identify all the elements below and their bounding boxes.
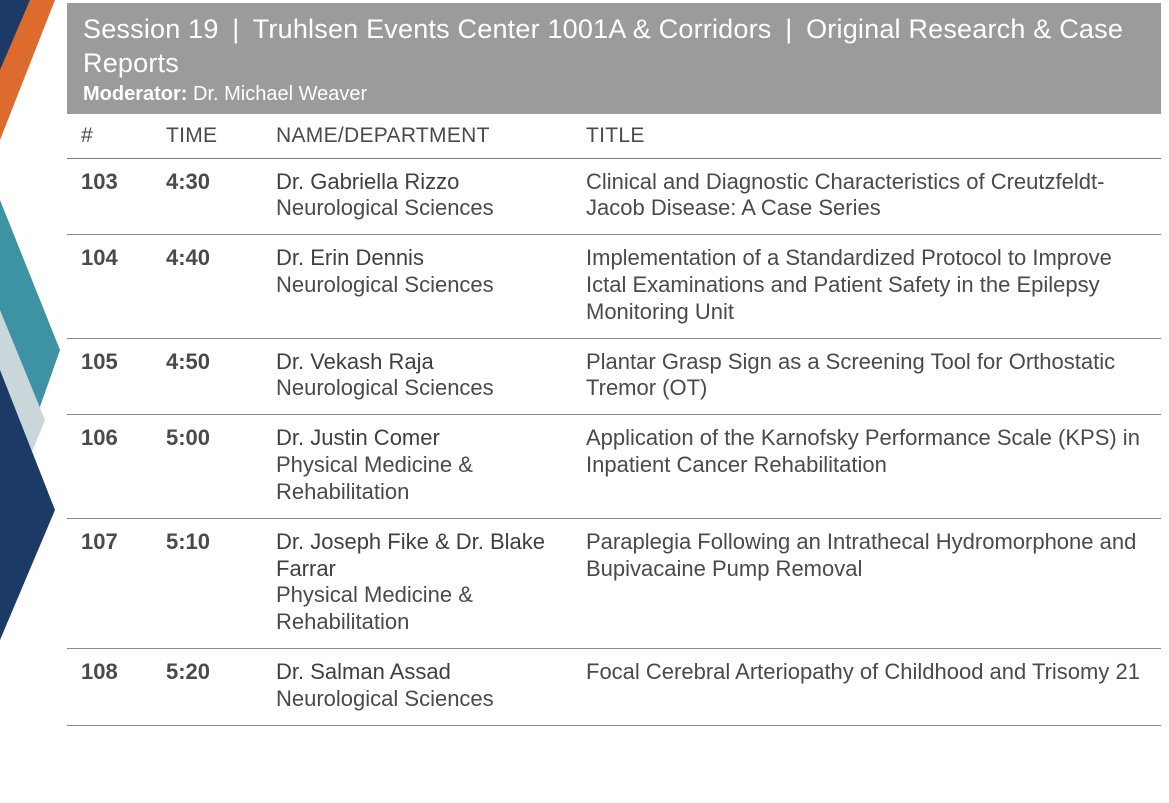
- session-location: Truhlsen Events Center 1001A & Corridors: [253, 14, 772, 44]
- moderator-label: Moderator:: [83, 83, 187, 105]
- row-name-dept: Dr. Joseph Fike & Dr. Blake FarrarPhysic…: [262, 518, 572, 648]
- row-title: Application of the Karnofsky Performance…: [572, 415, 1161, 518]
- row-number: 103: [67, 158, 152, 235]
- presenter-name: Dr. Justin Comer: [276, 425, 562, 452]
- row-name-dept: Dr. Erin DennisNeurological Sciences: [262, 235, 572, 338]
- presenter-department: Neurological Sciences: [276, 195, 562, 222]
- row-name-dept: Dr. Vekash RajaNeurological Sciences: [262, 338, 572, 415]
- session-header: Session 19 | Truhlsen Events Center 1001…: [67, 3, 1161, 114]
- row-name-dept: Dr. Justin ComerPhysical Medicine & Reha…: [262, 415, 572, 518]
- presenter-name: Dr. Vekash Raja: [276, 349, 562, 376]
- presenter-name: Dr. Salman Assad: [276, 659, 562, 686]
- row-time: 5:00: [152, 415, 262, 518]
- row-time: 5:20: [152, 649, 262, 726]
- table-row: 1034:30Dr. Gabriella RizzoNeurological S…: [67, 158, 1161, 235]
- row-title: Plantar Grasp Sign as a Screening Tool f…: [572, 338, 1161, 415]
- moderator-name: Dr. Michael Weaver: [193, 83, 367, 105]
- presenter-department: Neurological Sciences: [276, 686, 562, 713]
- presenter-department: Neurological Sciences: [276, 272, 562, 299]
- presenter-name: Dr. Joseph Fike & Dr. Blake Farrar: [276, 529, 562, 583]
- row-title: Clinical and Diagnostic Characteristics …: [572, 158, 1161, 235]
- row-title: Focal Cerebral Arteriopathy of Childhood…: [572, 649, 1161, 726]
- session-title-line: Session 19 | Truhlsen Events Center 1001…: [83, 13, 1145, 81]
- col-header-time: TIME: [152, 114, 262, 159]
- presenter-department: Physical Medicine & Rehabilitation: [276, 452, 562, 506]
- session-label: Session 19: [83, 14, 219, 44]
- table-row: 1075:10Dr. Joseph Fike & Dr. Blake Farra…: [67, 518, 1161, 648]
- presenter-name: Dr. Erin Dennis: [276, 245, 562, 272]
- session-moderator: Moderator: Dr. Michael Weaver: [83, 83, 1145, 106]
- row-number: 105: [67, 338, 152, 415]
- row-number: 104: [67, 235, 152, 338]
- col-header-num: #: [67, 114, 152, 159]
- row-title: Implementation of a Standardized Protoco…: [572, 235, 1161, 338]
- col-header-name: NAME/DEPARTMENT: [262, 114, 572, 159]
- col-header-title: TITLE: [572, 114, 1161, 159]
- page-corner-decoration: [0, 0, 60, 803]
- row-title: Paraplegia Following an Intrathecal Hydr…: [572, 518, 1161, 648]
- row-time: 4:40: [152, 235, 262, 338]
- row-time: 4:50: [152, 338, 262, 415]
- table-row: 1065:00Dr. Justin ComerPhysical Medicine…: [67, 415, 1161, 518]
- presenter-department: Neurological Sciences: [276, 375, 562, 402]
- separator: |: [226, 14, 245, 44]
- table-row: 1044:40Dr. Erin DennisNeurological Scien…: [67, 235, 1161, 338]
- row-number: 106: [67, 415, 152, 518]
- presenter-name: Dr. Gabriella Rizzo: [276, 169, 562, 196]
- row-name-dept: Dr. Gabriella RizzoNeurological Sciences: [262, 158, 572, 235]
- row-time: 4:30: [152, 158, 262, 235]
- table-header-row: # TIME NAME/DEPARTMENT TITLE: [67, 114, 1161, 159]
- table-row: 1054:50Dr. Vekash RajaNeurological Scien…: [67, 338, 1161, 415]
- row-time: 5:10: [152, 518, 262, 648]
- separator: |: [779, 14, 798, 44]
- row-number: 108: [67, 649, 152, 726]
- presenter-department: Physical Medicine & Rehabilitation: [276, 582, 562, 636]
- schedule-table: # TIME NAME/DEPARTMENT TITLE 1034:30Dr. …: [67, 114, 1161, 726]
- row-name-dept: Dr. Salman AssadNeurological Sciences: [262, 649, 572, 726]
- table-row: 1085:20Dr. Salman AssadNeurological Scie…: [67, 649, 1161, 726]
- row-number: 107: [67, 518, 152, 648]
